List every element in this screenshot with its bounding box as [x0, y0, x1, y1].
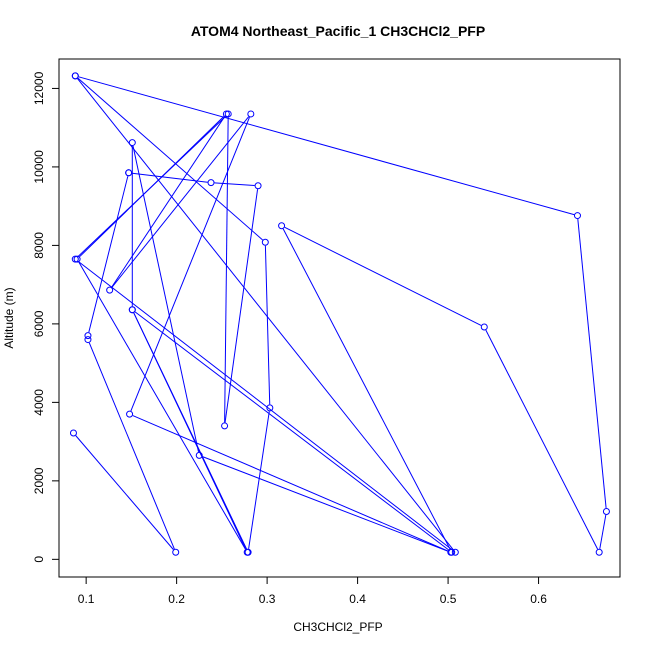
y-tick-label: 6000 — [32, 310, 46, 337]
series-segment — [77, 77, 263, 241]
y-tick-label: 2000 — [32, 467, 46, 494]
series-segment — [77, 260, 453, 551]
data-point — [125, 169, 133, 177]
series-segment — [111, 116, 250, 288]
data-point — [71, 255, 79, 263]
data-point — [128, 306, 136, 314]
data-point — [69, 429, 77, 437]
series-segment — [132, 145, 200, 453]
data-point — [266, 404, 274, 412]
chart-title: ATOM4 Northeast_Pacific_1 CH3CHCl2_PFP — [191, 23, 485, 39]
y-axis-label: Altitude (m) — [2, 287, 16, 348]
y-tick-label: 4000 — [32, 389, 46, 416]
x-tick-label: 0.5 — [440, 592, 457, 606]
data-point — [222, 110, 230, 118]
data-point — [172, 548, 180, 556]
series-segment — [132, 415, 448, 552]
series-segment — [88, 342, 175, 550]
x-axis-label: CH3CHCl2_PFP — [293, 620, 382, 634]
data-point — [595, 548, 603, 556]
data-point — [195, 451, 203, 459]
data-point — [71, 72, 79, 80]
data-point — [247, 110, 255, 118]
series-points — [69, 72, 610, 556]
series-segment — [79, 116, 225, 258]
x-tick-label: 0.4 — [349, 592, 366, 606]
data-point — [106, 286, 114, 294]
series-segment — [224, 189, 259, 423]
y-axis: 0 2000 4000 6000 8000 10000 12000 — [32, 71, 60, 563]
x-tick-label: 0.2 — [168, 592, 185, 606]
series-segment — [77, 78, 454, 550]
data-point — [261, 238, 269, 246]
series-segment — [224, 117, 229, 423]
data-point — [243, 548, 251, 556]
x-axis: 0.1 0.2 0.3 0.4 0.5 0.6 — [78, 576, 547, 606]
series-lines — [75, 76, 607, 552]
series-segment — [284, 226, 482, 326]
series-segment — [133, 312, 247, 550]
series-segment — [577, 219, 607, 509]
series-segment — [599, 514, 607, 549]
data-point — [451, 548, 459, 556]
data-point — [254, 182, 262, 190]
data-point — [126, 410, 134, 418]
x-tick-label: 0.1 — [78, 592, 95, 606]
series-segment — [111, 116, 225, 288]
series-segment — [134, 311, 450, 551]
series-segment — [264, 245, 271, 405]
series-segment — [282, 228, 451, 550]
series-segment — [75, 435, 174, 550]
data-point — [602, 507, 610, 515]
data-point — [573, 212, 581, 220]
x-tick-label: 0.6 — [530, 592, 547, 606]
data-point — [84, 336, 92, 344]
series-segment — [130, 116, 250, 412]
data-point — [128, 139, 136, 147]
y-tick-label: 10000 — [32, 150, 46, 184]
data-point — [224, 110, 232, 118]
series-segment — [485, 329, 599, 550]
series-segment — [202, 456, 448, 552]
series-segment — [132, 172, 208, 183]
data-point — [84, 332, 92, 340]
data-point — [221, 422, 229, 430]
data-point — [73, 255, 81, 263]
data-point — [207, 179, 215, 187]
series-segment — [248, 411, 270, 549]
series-segment — [78, 261, 246, 550]
series-segment — [78, 76, 575, 216]
series-segment — [88, 176, 129, 333]
data-point — [480, 323, 488, 331]
data-point — [278, 222, 286, 230]
y-tick-label: 12000 — [32, 71, 46, 105]
y-tick-label: 0 — [32, 556, 46, 563]
series-segment — [214, 182, 255, 187]
data-point — [448, 548, 456, 556]
y-tick-label: 8000 — [32, 232, 46, 259]
x-tick-label: 0.3 — [259, 592, 276, 606]
